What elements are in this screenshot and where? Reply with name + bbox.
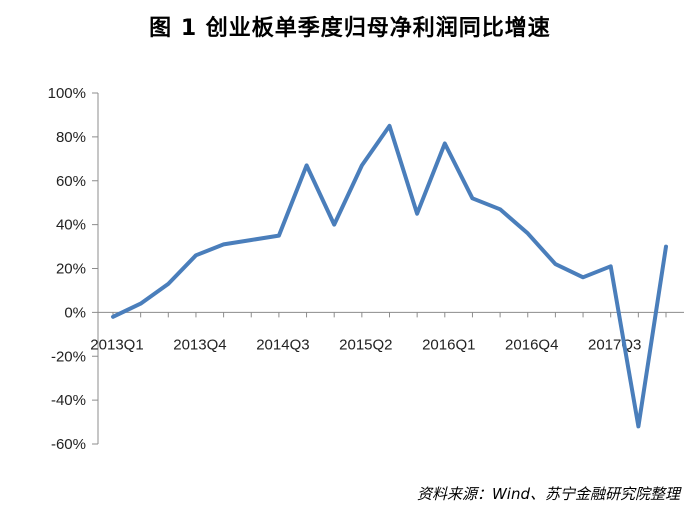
- source-note: 资料来源：Wind、苏宁金融研究院整理: [416, 485, 680, 503]
- series-layer: [111, 123, 668, 429]
- series-line: [111, 123, 668, 429]
- data-point: [555, 264, 556, 265]
- x-tick-label: 2016Q1: [422, 336, 475, 353]
- y-tick-label: -20%: [51, 348, 86, 365]
- y-tick-label: -60%: [51, 436, 86, 453]
- x-tick-label: 2013Q4: [173, 336, 226, 353]
- x-tick-label: 2013Q1: [90, 336, 143, 353]
- data-point: [583, 277, 584, 278]
- y-tick-label: -40%: [51, 392, 86, 409]
- data-point: [251, 239, 252, 240]
- data-point: [500, 209, 501, 210]
- data-point: [223, 244, 224, 245]
- y-tick-label: 20%: [56, 261, 86, 278]
- data-point: [306, 165, 307, 166]
- data-point: [666, 246, 667, 247]
- x-tick-label: 2014Q3: [256, 336, 309, 353]
- data-point: [527, 233, 528, 234]
- data-point: [361, 165, 362, 166]
- y-tick-label: 40%: [56, 217, 86, 234]
- y-tick-label: 60%: [56, 173, 86, 190]
- data-point: [113, 316, 114, 317]
- chart-title: 图 1 创业板单季度归母净利润同比增速: [149, 16, 551, 41]
- data-point: [417, 213, 418, 214]
- data-point: [168, 283, 169, 284]
- data-point: [444, 143, 445, 144]
- y-tick-label: 100%: [48, 85, 86, 102]
- data-point: [278, 235, 279, 236]
- x-tick-label: 2017Q3: [588, 336, 641, 353]
- data-point: [610, 266, 611, 267]
- data-point: [140, 303, 141, 304]
- x-tick-label: 2015Q2: [339, 336, 392, 353]
- y-axis: -60% -40% -20% 0% 20% 40% 60% 80% 100%: [48, 85, 99, 453]
- data-point: [195, 255, 196, 256]
- x-tick-label: 2016Q4: [505, 336, 558, 353]
- data-point: [638, 426, 639, 427]
- y-tick-label: 80%: [56, 129, 86, 146]
- data-point: [472, 198, 473, 199]
- data-point: [334, 224, 335, 225]
- y-tick-label: 0%: [64, 304, 86, 321]
- x-axis: 2013Q1 2013Q4 2014Q3 2015Q2 2016Q1 2016Q4 2017…: [90, 311, 684, 353]
- data-point: [389, 125, 390, 126]
